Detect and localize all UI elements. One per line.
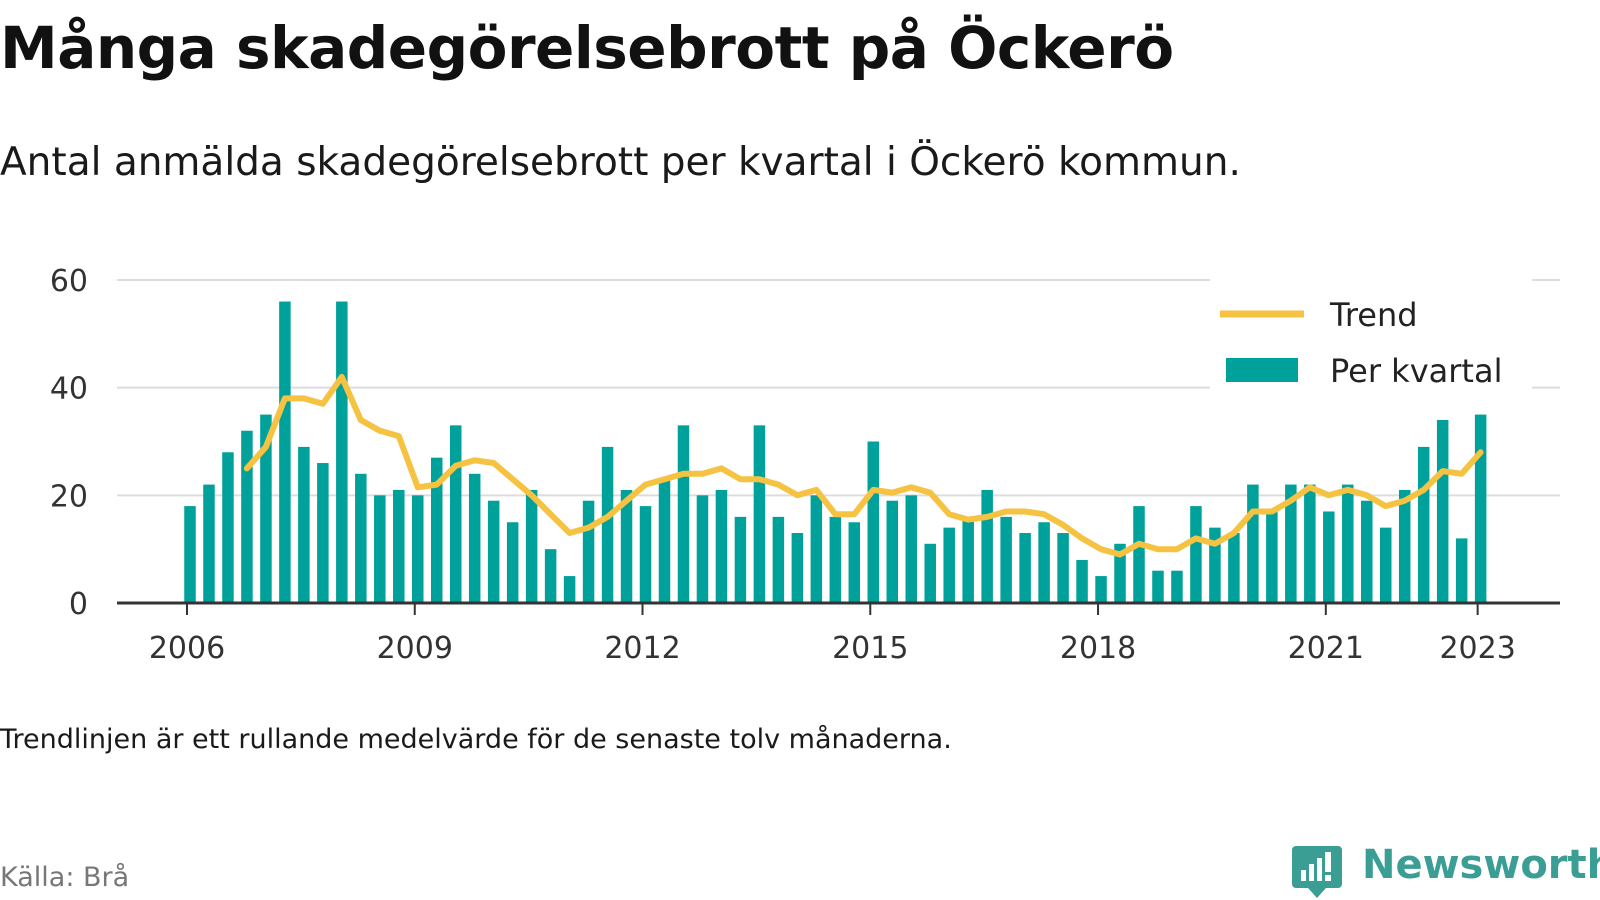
brand-logo[interactable]: Newsworthy bbox=[1292, 842, 1600, 898]
bar-2010-07 bbox=[525, 489, 538, 603]
bar-2012-10 bbox=[696, 495, 709, 603]
x-tick-label: 2015 bbox=[832, 631, 908, 666]
legend-bar-swatch bbox=[1226, 358, 1298, 382]
bar-2020-01 bbox=[1247, 484, 1259, 603]
legend-label-per-kvartal: Per kvartal bbox=[1330, 352, 1502, 390]
bar-2021-04 bbox=[1342, 484, 1354, 603]
bar-2014-10 bbox=[848, 522, 861, 603]
bar-2015-10 bbox=[924, 543, 936, 603]
bar-2021-01 bbox=[1323, 511, 1335, 603]
bar-2019-04 bbox=[1190, 506, 1202, 603]
y-axis-ticks: 0 20 40 60 bbox=[50, 264, 88, 622]
bar-2006-10 bbox=[241, 430, 253, 603]
bar-2014-07 bbox=[829, 516, 842, 603]
bar-2013-07 bbox=[753, 425, 766, 603]
bar-2012-04 bbox=[658, 479, 671, 603]
x-tick-label: 2009 bbox=[377, 631, 453, 666]
bar-2011-01 bbox=[563, 576, 576, 603]
bar-2012-01 bbox=[639, 506, 652, 603]
bar-2023-01 bbox=[1474, 414, 1487, 603]
bar-2008-07 bbox=[374, 495, 386, 603]
bar-2007-07 bbox=[298, 446, 310, 603]
legend-label-trend: Trend bbox=[1329, 296, 1418, 334]
bar-2009-07 bbox=[449, 425, 462, 603]
bar-2015-04 bbox=[886, 500, 899, 603]
bar-2008-04 bbox=[355, 473, 367, 603]
bar-2014-04 bbox=[810, 495, 823, 603]
x-tick-label: 2012 bbox=[604, 631, 680, 666]
bar-2017-07 bbox=[1057, 533, 1069, 603]
bar-2021-10 bbox=[1379, 527, 1392, 603]
bar-2017-10 bbox=[1076, 559, 1088, 603]
legend: Trend Per kvartal bbox=[1210, 278, 1532, 390]
bar-2010-10 bbox=[544, 549, 557, 603]
bar-2013-10 bbox=[772, 516, 785, 603]
bar-2006-07 bbox=[222, 452, 234, 603]
bar-2008-10 bbox=[393, 489, 405, 603]
bar-2020-10 bbox=[1304, 484, 1316, 603]
bar-2015-01 bbox=[867, 441, 880, 603]
chart-subtitle: Antal anmälda skadegörelsebrott per kvar… bbox=[0, 140, 1241, 185]
bar-2017-01 bbox=[1019, 533, 1031, 603]
bar-2013-01 bbox=[715, 489, 728, 603]
bar-2011-10 bbox=[620, 489, 633, 603]
bar-2009-01 bbox=[412, 495, 424, 603]
chart-title: Många skadegörelsebrott på Öckerö bbox=[0, 14, 1174, 82]
newsworthy-logo-icon bbox=[1292, 846, 1342, 898]
bar-2007-01 bbox=[260, 414, 272, 603]
bar-2018-10 bbox=[1152, 570, 1164, 603]
bar-2010-04 bbox=[506, 522, 519, 603]
bar-2012-07 bbox=[677, 425, 690, 603]
bar-series bbox=[184, 301, 1487, 603]
bar-2008-01 bbox=[336, 301, 348, 603]
bar-2015-07 bbox=[905, 495, 917, 603]
bar-2006-04 bbox=[203, 484, 215, 603]
bar-2009-04 bbox=[430, 457, 443, 603]
bar-2011-04 bbox=[582, 500, 595, 603]
bar-2014-01 bbox=[791, 533, 804, 603]
bar-2007-04 bbox=[279, 301, 291, 603]
bar-2011-07 bbox=[601, 446, 614, 603]
bar-2006-01 bbox=[184, 506, 196, 603]
bar-2022-07 bbox=[1436, 419, 1449, 603]
x-tick-label: 2006 bbox=[149, 631, 225, 666]
bar-2016-10 bbox=[1000, 516, 1012, 603]
x-tick-label: 2021 bbox=[1288, 631, 1364, 666]
bar-2020-04 bbox=[1266, 511, 1278, 603]
bar-2016-07 bbox=[981, 489, 993, 603]
bar-2018-04 bbox=[1114, 543, 1126, 603]
y-tick-label: 60 bbox=[50, 264, 88, 299]
y-tick-label: 0 bbox=[69, 587, 88, 622]
x-tick-label: 2018 bbox=[1060, 631, 1136, 666]
bar-2022-01 bbox=[1398, 489, 1411, 603]
bar-2009-10 bbox=[468, 473, 481, 603]
bar-2010-01 bbox=[487, 500, 500, 603]
y-tick-label: 40 bbox=[50, 372, 88, 407]
bar-2016-04 bbox=[962, 516, 974, 603]
bar-2007-10 bbox=[317, 463, 329, 603]
bar-2020-07 bbox=[1285, 484, 1297, 603]
bar-2019-10 bbox=[1228, 533, 1240, 603]
bar-2017-04 bbox=[1038, 522, 1050, 603]
bar-2016-01 bbox=[943, 527, 955, 603]
chart-note: Trendlinjen är ett rullande medelvärde f… bbox=[0, 724, 952, 755]
trend-line bbox=[243, 373, 1484, 558]
source-label: Källa: Brå bbox=[0, 862, 130, 893]
bar-2018-01 bbox=[1095, 576, 1107, 603]
chart: 0 20 40 60 2006 2009 2012 2015 2018 2021 2023 Tre… bbox=[50, 264, 1560, 666]
x-tick-label: 2023 bbox=[1439, 631, 1515, 666]
brand-name: Newsworthy bbox=[1362, 842, 1600, 888]
y-tick-label: 20 bbox=[50, 479, 88, 514]
bar-2022-10 bbox=[1455, 538, 1468, 603]
x-axis-ticks: 2006 2009 2012 2015 2018 2021 2023 bbox=[149, 603, 1516, 666]
bar-2013-04 bbox=[734, 516, 747, 603]
bar-2019-07 bbox=[1209, 527, 1221, 603]
bar-2018-07 bbox=[1133, 506, 1145, 603]
bar-2022-04 bbox=[1417, 446, 1430, 603]
bar-2019-01 bbox=[1171, 570, 1183, 603]
bar-2021-07 bbox=[1361, 500, 1373, 603]
